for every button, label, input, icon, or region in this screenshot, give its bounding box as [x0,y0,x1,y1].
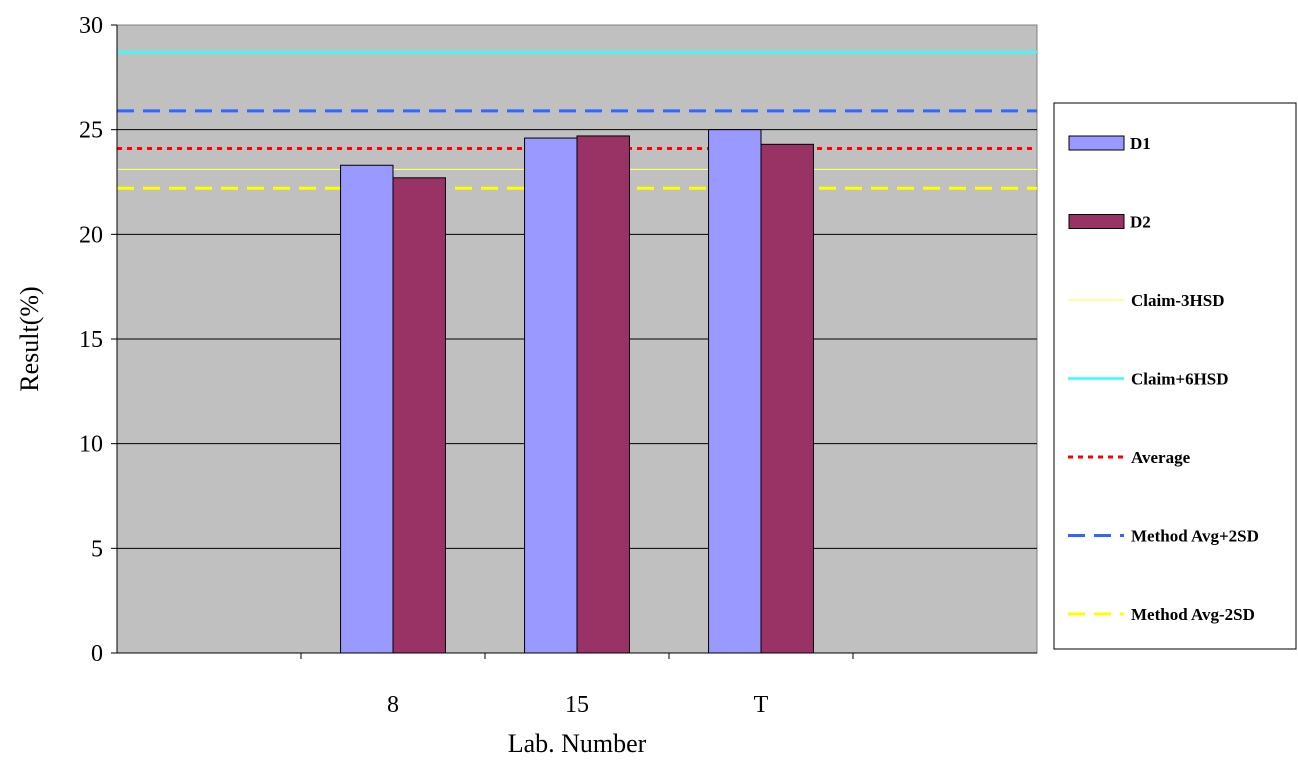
y-tick-label: 10 [79,432,103,458]
y-tick-label: 20 [79,222,103,248]
x-tick-label: 15 [565,692,589,718]
x-tick-label: 8 [387,692,399,718]
bars [340,129,814,654]
legend-label-method-avg-2sd: Method Avg-2SD [1131,605,1255,624]
legend-label-claim-3hsd: Claim-3HSD [1131,291,1225,310]
x-axis-title: Lab. Number [508,729,647,758]
bar-d1-t [708,129,762,654]
y-tick-label: 30 [79,13,103,39]
legend: D1 D2 Claim-3HSD Claim+6HSD Average Method Av… [1053,102,1297,650]
y-tick-label: 15 [79,327,103,353]
legend-label-method-avg-2sd: Method Avg+2SD [1131,527,1259,546]
y-tick-label: 0 [91,641,103,667]
y-tick-label: 25 [79,118,103,144]
bar-d1-8 [340,164,394,654]
legend-box [1053,102,1297,650]
bar-d2-8 [392,177,446,654]
legend-swatch-d2 [1068,214,1125,229]
bar-d1-15 [524,137,578,654]
legend-label-claim-6hsd: Claim+6HSD [1131,370,1229,389]
legend-items: D1 D2 Claim-3HSD Claim+6HSD Average Method Av… [1068,134,1259,624]
legend-label-average: Average [1131,448,1191,467]
x-tick-labels: 8 15 T [387,692,769,718]
y-tick-label: 5 [91,536,103,562]
y-axis-title: Result(%) [15,286,44,391]
legend-label-d1: D1 [1130,134,1151,153]
bar-d2-15 [576,135,630,654]
legend-swatch-d1 [1068,135,1125,151]
legend-label-d2: D2 [1130,213,1151,232]
axes [111,24,1037,659]
x-tick-label: T [754,692,769,718]
y-tick-labels: 0 5 10 15 20 25 30 [79,13,103,667]
bar-d2-t [760,143,814,654]
